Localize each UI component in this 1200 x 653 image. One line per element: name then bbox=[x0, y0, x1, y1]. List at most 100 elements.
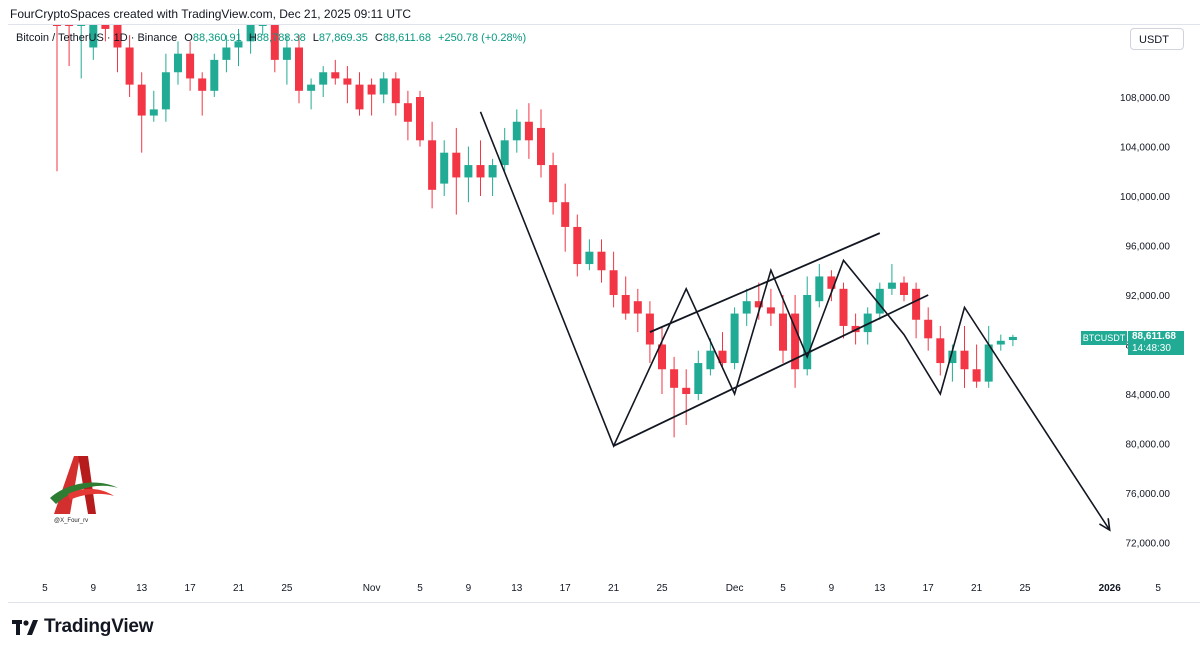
date-tick-label: 21 bbox=[971, 583, 983, 594]
channel-upper-line[interactable] bbox=[649, 232, 881, 333]
chart-frame[interactable] bbox=[8, 24, 1200, 603]
candle-body bbox=[537, 127, 545, 166]
date-tick-label: 17 bbox=[923, 583, 935, 594]
candle-body bbox=[210, 59, 219, 91]
candle-body bbox=[585, 251, 594, 265]
currency-unit-button[interactable]: USDT bbox=[1130, 28, 1184, 50]
candle bbox=[779, 295, 787, 364]
channel-lower-line[interactable] bbox=[613, 294, 929, 447]
candle-body bbox=[440, 152, 449, 184]
candle bbox=[766, 288, 775, 326]
candle bbox=[246, 25, 255, 54]
candle-body bbox=[960, 350, 969, 370]
tradingview-logo-icon bbox=[12, 620, 38, 635]
candle bbox=[827, 270, 836, 302]
candle-body bbox=[948, 350, 957, 364]
candle-body bbox=[488, 165, 497, 178]
candle bbox=[900, 276, 908, 302]
price-tick-label: 80,000.00 bbox=[1126, 440, 1171, 451]
candle-body bbox=[174, 53, 182, 73]
candle-body bbox=[658, 344, 666, 370]
candle-body bbox=[319, 72, 328, 85]
candle-body bbox=[972, 369, 981, 382]
candle-body bbox=[65, 25, 74, 26]
candle bbox=[174, 41, 182, 85]
date-tick-label: 17 bbox=[560, 583, 572, 594]
legend-open-value: 88,360.91 bbox=[192, 32, 242, 44]
ohlc-legend: Bitcoin / TetherUS · 1D · Binance O88,36… bbox=[16, 32, 526, 44]
candle bbox=[234, 28, 243, 67]
candle bbox=[270, 25, 279, 73]
author-handle: @X_Four_rv bbox=[54, 518, 89, 524]
candle bbox=[500, 127, 509, 172]
legend-symbol[interactable]: Bitcoin / TetherUS · 1D · Binance bbox=[16, 32, 178, 44]
candle bbox=[258, 25, 267, 36]
date-tick-label: 13 bbox=[136, 583, 148, 594]
candle-body bbox=[137, 84, 146, 116]
candle-body bbox=[113, 25, 122, 48]
candle bbox=[670, 356, 679, 438]
candle-body bbox=[839, 288, 848, 326]
candle-body bbox=[464, 165, 473, 178]
candle bbox=[403, 90, 412, 141]
candle bbox=[839, 282, 848, 339]
candle-body bbox=[343, 78, 352, 85]
candle-body bbox=[77, 25, 86, 26]
candle-body bbox=[694, 363, 703, 394]
candle bbox=[379, 72, 388, 104]
candle bbox=[585, 239, 594, 271]
candle-body bbox=[258, 25, 267, 26]
candle bbox=[355, 72, 364, 116]
candle bbox=[186, 41, 195, 91]
candle-body bbox=[234, 41, 243, 48]
candle bbox=[125, 35, 134, 97]
candles-layer bbox=[53, 25, 1017, 438]
candle-body bbox=[403, 103, 412, 122]
candle-body bbox=[791, 313, 800, 370]
chart-attribution: FourCryptoSpaces created with TradingVie… bbox=[10, 7, 412, 21]
candle bbox=[960, 325, 969, 388]
candle-body bbox=[149, 109, 158, 116]
candle-body bbox=[730, 313, 739, 364]
candle bbox=[282, 35, 291, 85]
price-tick-label: 104,000.00 bbox=[1120, 143, 1170, 154]
candle bbox=[863, 307, 872, 345]
candle-body bbox=[270, 25, 279, 60]
candle bbox=[658, 325, 666, 394]
date-tick-label: 9 bbox=[466, 583, 472, 594]
candle bbox=[512, 109, 521, 153]
candle bbox=[137, 72, 146, 153]
candle-body bbox=[984, 344, 993, 382]
price-tick-label: 84,000.00 bbox=[1126, 390, 1171, 401]
candle bbox=[875, 282, 884, 320]
candle-body bbox=[53, 25, 61, 26]
candle-body bbox=[718, 350, 727, 364]
candle-body bbox=[912, 288, 921, 320]
candle-body bbox=[125, 47, 134, 85]
legend-high-label: H bbox=[248, 32, 257, 44]
candle-body bbox=[500, 140, 509, 166]
candle-body bbox=[186, 53, 195, 79]
candle-body bbox=[742, 301, 751, 314]
candle-body bbox=[1008, 336, 1017, 341]
date-tick-label: 2026 bbox=[1099, 583, 1122, 594]
date-tick-label: 25 bbox=[281, 583, 293, 594]
candle bbox=[77, 25, 86, 79]
date-tick-label: 21 bbox=[233, 583, 245, 594]
candle-body bbox=[609, 270, 618, 295]
candle-body bbox=[198, 78, 207, 91]
candle-body bbox=[222, 47, 231, 60]
candle bbox=[597, 239, 606, 283]
date-tick-label: 21 bbox=[608, 583, 620, 594]
legend-low-label: L bbox=[312, 32, 319, 44]
candle bbox=[343, 66, 352, 104]
date-tick-label: 9 bbox=[829, 583, 835, 594]
tradingview-footer[interactable]: TradingView bbox=[12, 615, 154, 639]
candle bbox=[307, 78, 316, 110]
candle-body bbox=[887, 282, 896, 289]
candle-body bbox=[452, 152, 461, 178]
candle bbox=[682, 369, 691, 425]
zigzag-projection-line[interactable] bbox=[479, 111, 1111, 531]
candle-body bbox=[367, 84, 376, 95]
